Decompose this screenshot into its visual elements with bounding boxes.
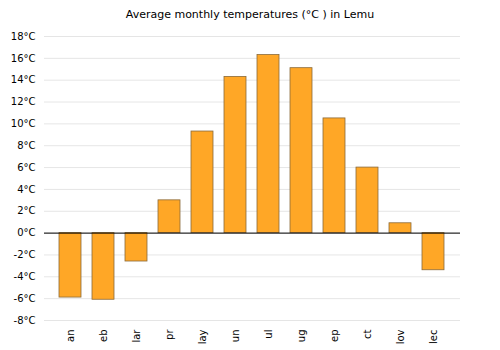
svg-text:10°C: 10°C xyxy=(11,118,36,129)
svg-text:lec: lec xyxy=(428,330,439,344)
html-text:Average monthly temperatures (: Average monthly temperatures (°C ) in Le… xyxy=(125,8,375,21)
svg-text:8°C: 8°C xyxy=(17,140,35,151)
svg-text:16°C: 16°C xyxy=(11,53,36,64)
svg-text:0°C: 0°C xyxy=(17,227,35,238)
svg-text:ug: ug xyxy=(296,330,307,343)
svg-text:6°C: 6°C xyxy=(17,162,35,173)
svg-text:18°C: 18°C xyxy=(11,31,36,42)
svg-text:ul: ul xyxy=(263,330,274,339)
svg-text:4°C: 4°C xyxy=(17,184,35,195)
svg-text:-2°C: -2°C xyxy=(14,249,36,260)
svg-text:-4°C: -4°C xyxy=(14,271,36,282)
svg-text:eb: eb xyxy=(98,330,109,343)
svg-text:-8°C: -8°C xyxy=(14,315,36,326)
svg-text:pr: pr xyxy=(164,329,175,340)
svg-text:lar: lar xyxy=(131,329,142,343)
svg-text:lay: lay xyxy=(197,329,208,344)
svg-text:ct: ct xyxy=(362,329,373,338)
svg-text:lov: lov xyxy=(395,329,406,344)
svg-text:an: an xyxy=(65,330,76,342)
svg-text:14°C: 14°C xyxy=(11,74,36,85)
svg-text:ep: ep xyxy=(329,330,340,343)
svg-text:un: un xyxy=(230,330,241,343)
svg-text:12°C: 12°C xyxy=(11,96,36,107)
svg-text:-6°C: -6°C xyxy=(14,293,36,304)
svg-text:2°C: 2°C xyxy=(17,205,35,216)
